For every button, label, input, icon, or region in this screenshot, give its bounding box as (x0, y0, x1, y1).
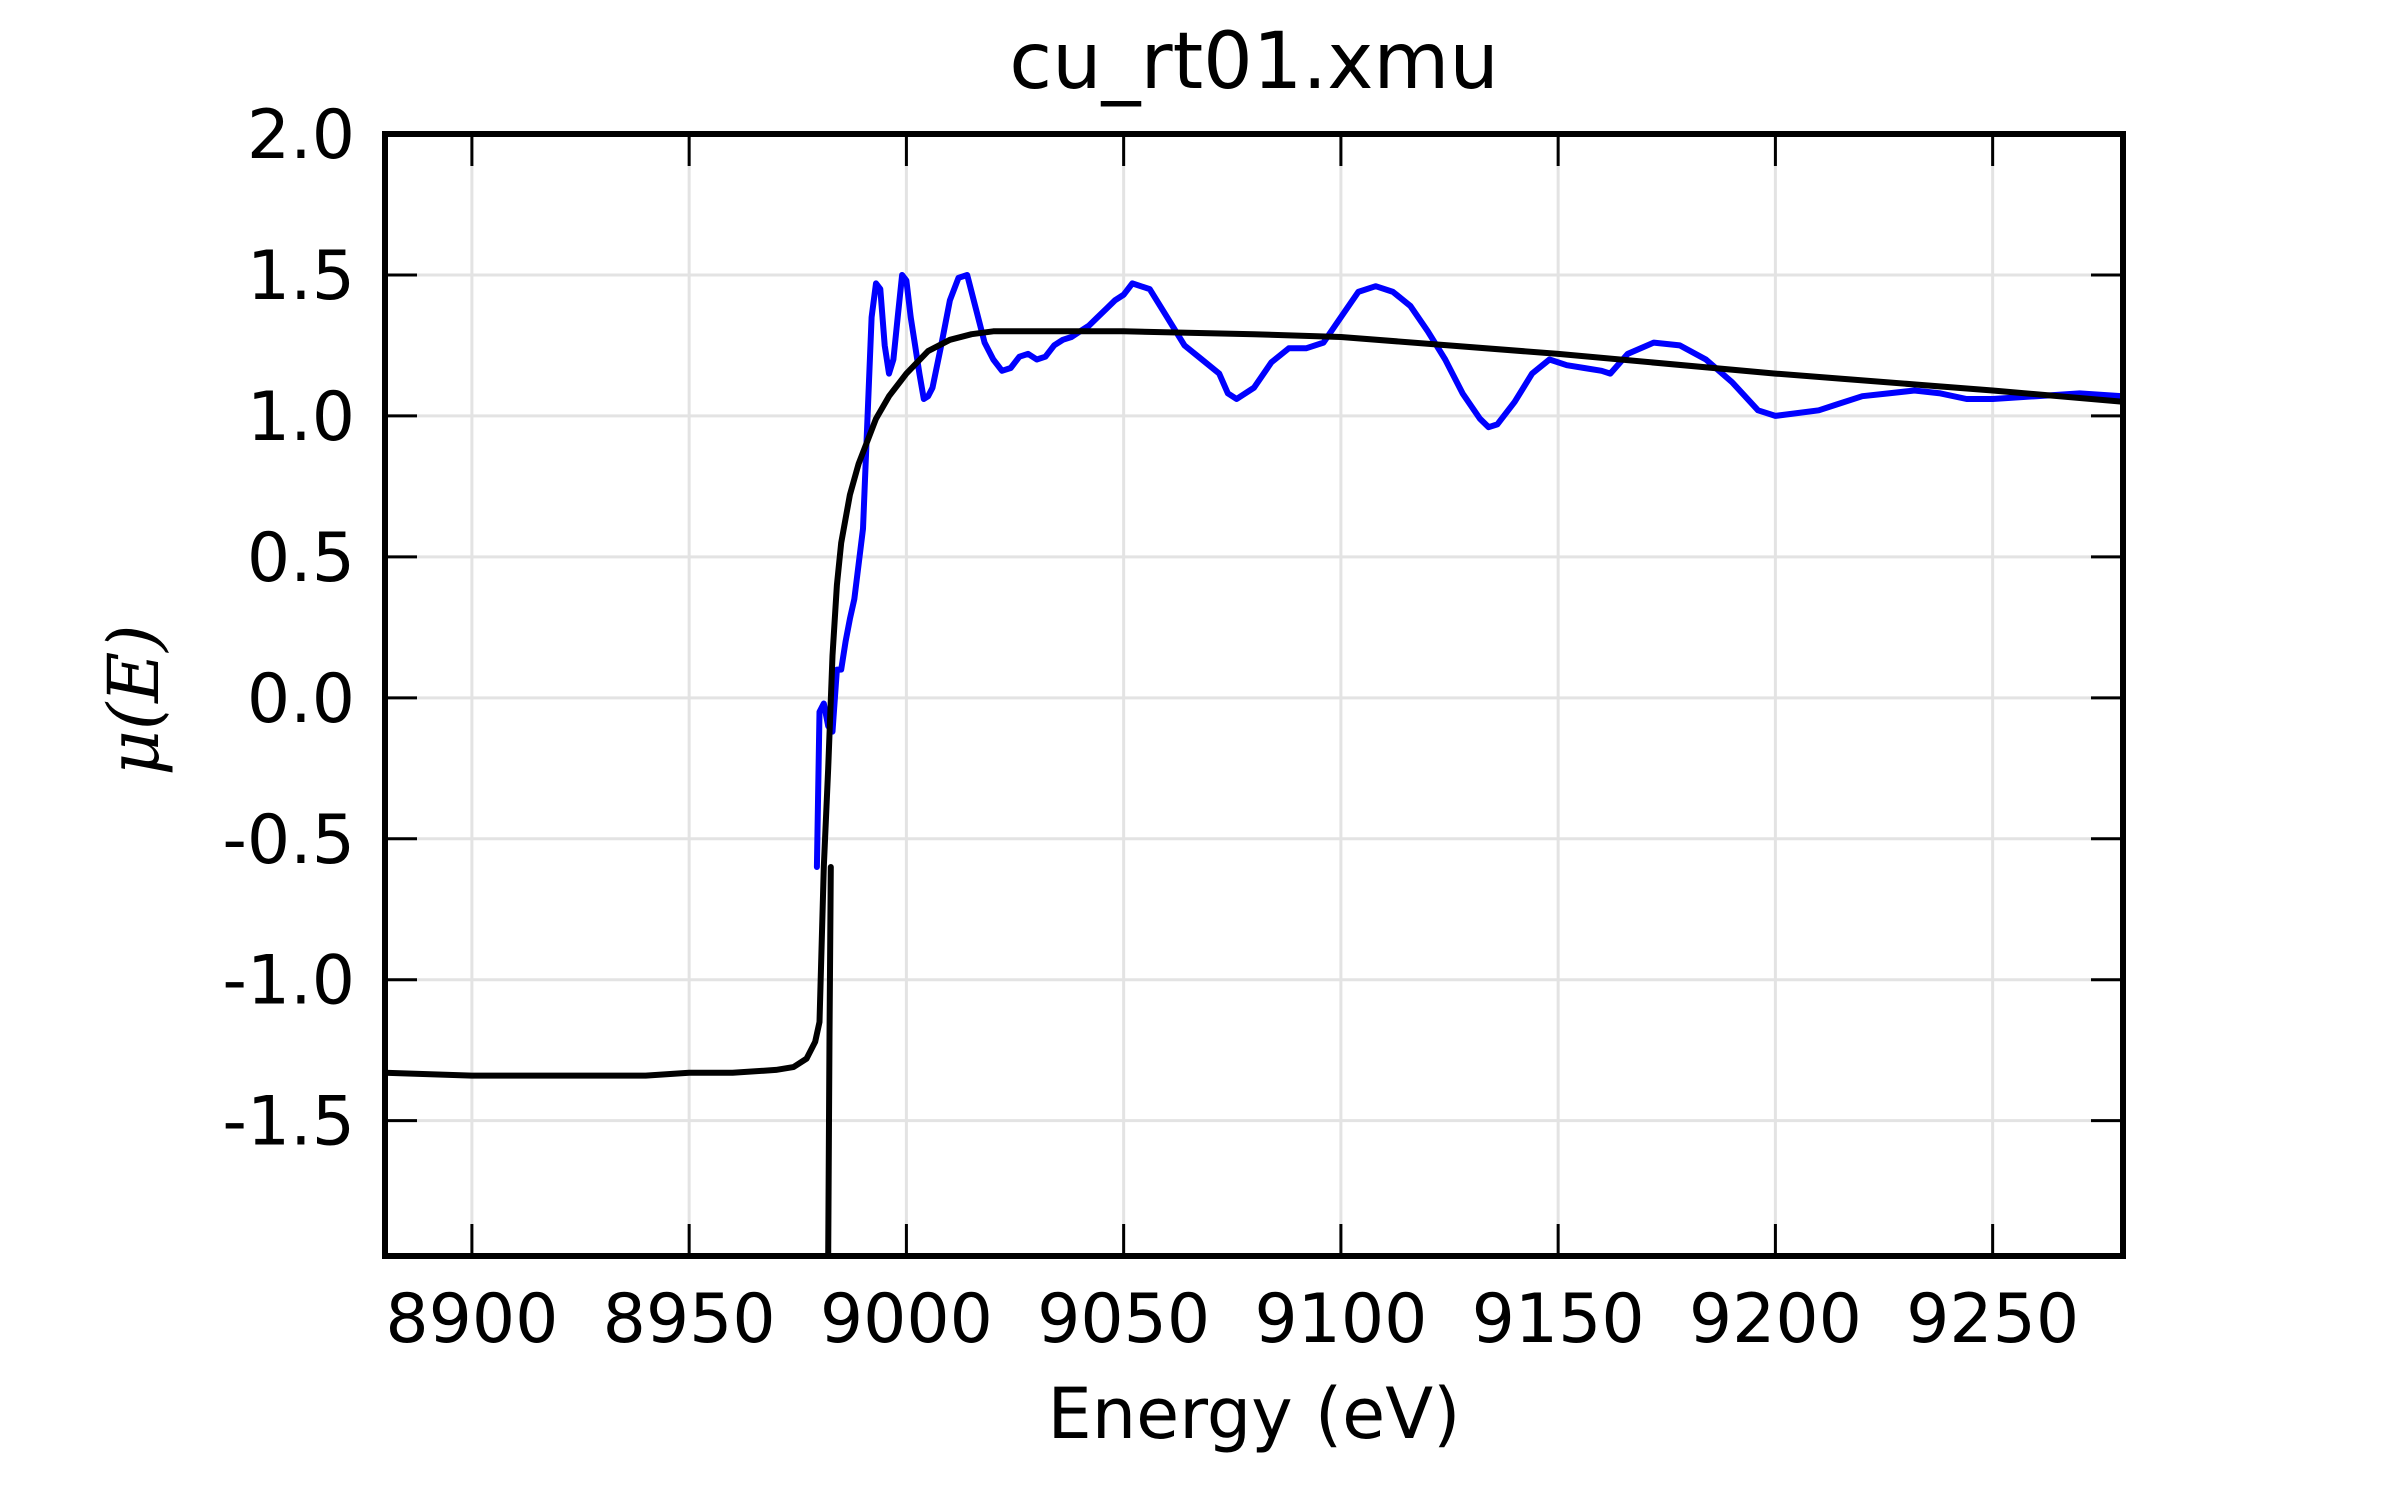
ticks: 8900 8950 9000 9050 9100 9150 9200 9250 2.0 1.5 1.… (222, 96, 2123, 1359)
grid (385, 132, 2123, 1256)
x-tick-label: 9150 (1472, 1280, 1645, 1359)
x-tick-label: 9200 (1689, 1280, 1862, 1359)
y-tick-label: 1.5 (247, 237, 355, 316)
x-tick-label: 8950 (603, 1280, 776, 1359)
y-tick-label: -0.5 (222, 801, 355, 880)
y-tick-label: 0.0 (247, 660, 355, 739)
chart-title: cu_rt01.xmu (1009, 17, 1499, 107)
series-line-3 (825, 864, 834, 1256)
x-tick-label: 9100 (1254, 1280, 1427, 1359)
x-axis-label: Energy (eV) (1048, 1373, 1461, 1455)
series-line-2 (385, 328, 2123, 1079)
y-tick-label: -1.0 (222, 942, 355, 1021)
y-tick-label: -1.5 (222, 1083, 355, 1162)
y-axis-label: μ(E) (93, 624, 175, 775)
y-tick-label: 2.0 (247, 96, 355, 175)
plot-frame (382, 131, 2126, 1259)
x-tick-label: 8900 (385, 1280, 558, 1359)
series-line-1 (813, 272, 2123, 870)
x-tick-label: 9050 (1037, 1280, 1210, 1359)
y-tick-label: 0.5 (247, 519, 355, 598)
x-tick-label: 9250 (1906, 1280, 2079, 1359)
plot-area (385, 134, 2123, 1256)
series-layer (385, 272, 2123, 1256)
x-tick-label: 9000 (820, 1280, 993, 1359)
y-tick-label: 1.0 (247, 378, 355, 457)
